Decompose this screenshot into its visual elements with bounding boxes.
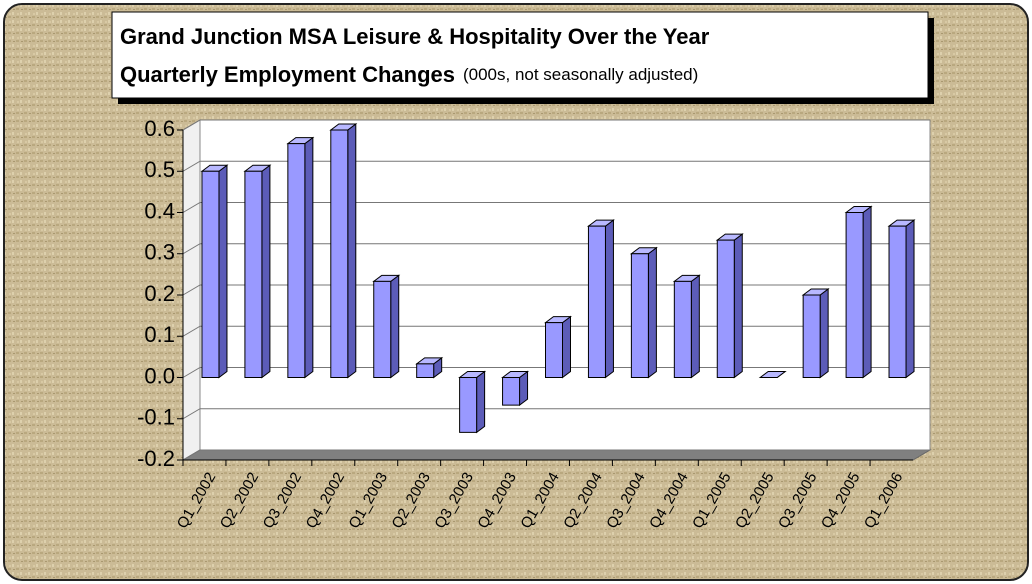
bar-side xyxy=(562,315,571,379)
grid-line xyxy=(182,160,930,172)
bar-side xyxy=(476,370,486,434)
bar-front xyxy=(330,129,349,378)
bar-front xyxy=(244,170,263,378)
bar xyxy=(629,246,658,379)
y-tick-label: 0.1 xyxy=(144,322,175,347)
y-tick-label: 0.5 xyxy=(144,157,175,182)
bar-front xyxy=(502,377,521,406)
bar-side xyxy=(261,164,271,379)
y-tick-label: 0.4 xyxy=(144,198,175,223)
y-tick-label: 0.0 xyxy=(144,363,175,388)
bar-side xyxy=(862,205,872,379)
title-box xyxy=(111,11,929,99)
bar-front xyxy=(630,253,649,378)
bar-front xyxy=(673,280,692,378)
bar-side xyxy=(905,219,915,379)
bar-front xyxy=(845,212,864,378)
bar-front xyxy=(459,377,478,433)
bar-front xyxy=(201,170,220,378)
bar xyxy=(715,233,744,379)
bar xyxy=(372,274,401,379)
grid-line xyxy=(182,243,930,255)
bar-side xyxy=(218,164,228,379)
bar-side xyxy=(390,274,400,379)
bar xyxy=(887,219,916,379)
bar xyxy=(586,219,615,379)
grid-line xyxy=(182,408,930,420)
bar xyxy=(844,205,873,379)
y-tick-label: -0.1 xyxy=(137,405,175,430)
bar-side xyxy=(733,233,743,379)
bar-front xyxy=(287,143,306,378)
y-tick-label: -0.2 xyxy=(137,446,175,471)
y-tick-label: 0.3 xyxy=(144,240,175,265)
bar-side xyxy=(819,288,829,379)
bar xyxy=(243,164,272,379)
bar-front xyxy=(888,225,907,378)
floor xyxy=(181,449,932,461)
bar-front xyxy=(716,239,735,378)
bar-front xyxy=(545,322,563,378)
bar xyxy=(758,371,787,378)
bar-front xyxy=(587,225,606,378)
y-tick-label: 0.2 xyxy=(144,281,175,306)
bar xyxy=(672,274,701,379)
chart-title: Quarterly Employment Changes (000s, not s… xyxy=(120,62,698,87)
bar xyxy=(200,164,229,379)
bar xyxy=(458,370,487,434)
bar xyxy=(286,136,315,379)
bar-side xyxy=(604,219,614,379)
bar-side xyxy=(347,123,357,379)
bar xyxy=(501,370,530,407)
chart-title: Grand Junction MSA Leisure & Hospitality… xyxy=(120,24,710,49)
bar-side xyxy=(304,136,314,379)
bar-front xyxy=(802,294,821,378)
bar xyxy=(329,123,358,379)
bar-front xyxy=(416,363,435,378)
grid-line xyxy=(182,202,930,213)
y-tick-label: 0.6 xyxy=(144,116,175,141)
bar xyxy=(544,315,572,379)
grid-line xyxy=(182,119,930,131)
chart-title-line: Quarterly Employment Changes xyxy=(120,62,455,87)
bar xyxy=(415,356,444,379)
bar-side xyxy=(690,274,700,379)
bar-front xyxy=(373,280,392,378)
grid-line xyxy=(182,449,930,461)
bar-side xyxy=(647,246,657,379)
bar xyxy=(801,288,830,379)
chart-subtitle: (000s, not seasonally adjusted) xyxy=(463,65,698,84)
